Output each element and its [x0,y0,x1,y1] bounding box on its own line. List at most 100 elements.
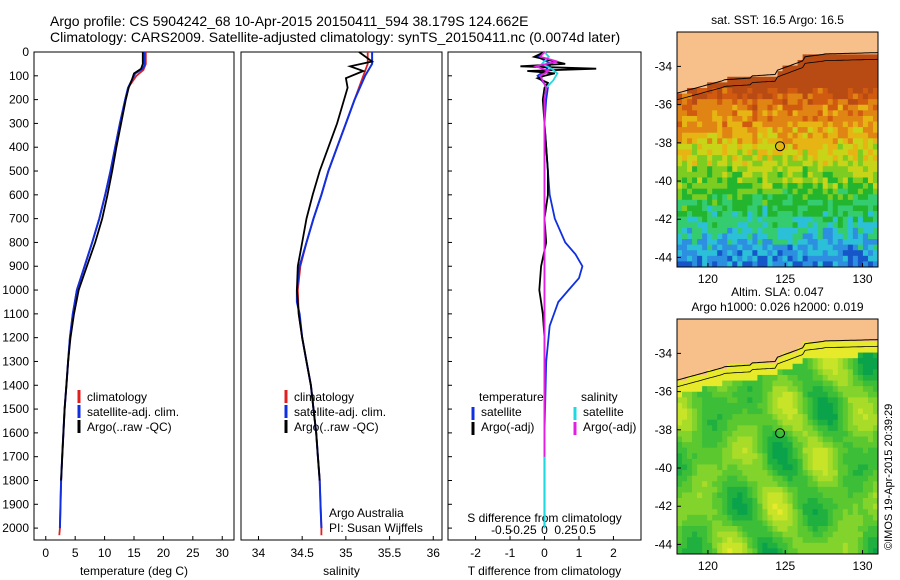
map-cell [682,239,688,246]
map-cell [697,503,703,510]
map-cell [842,37,849,44]
map-cell [822,358,829,365]
map-cell [847,402,854,410]
map-cell [822,188,829,195]
map-cell [787,205,794,212]
map-cell [682,324,688,331]
map-cell [797,414,804,421]
map-cell [702,166,708,173]
map-cell [827,82,834,89]
map-cell [872,319,878,326]
map-cell [872,509,878,516]
map-cell [757,138,764,145]
map-cell [827,104,834,111]
map-cell [867,430,874,438]
map-cell [862,32,869,39]
map-cell [777,188,784,195]
map-cell [782,520,789,527]
map-cell [727,99,733,106]
map-cell [802,166,809,173]
map-cell [832,183,839,190]
map-cell [762,244,769,251]
map-cell [762,227,769,235]
map-cell [687,199,693,207]
map-cell [867,374,874,382]
map-cell [757,402,764,410]
map-cell [797,166,804,173]
legend-label: satellite-adj. clim. [87,405,179,419]
map-cell [737,548,743,554]
map-cell [707,93,713,100]
map-cell [817,408,824,415]
map-cell [697,374,703,382]
map-cell [852,548,859,554]
map-cell [687,363,693,370]
map-cell [857,542,864,550]
map-cell [797,453,804,460]
map-cell [867,244,874,251]
map-cell [777,48,784,55]
map-cell [757,542,764,550]
map-cell [827,261,834,267]
map-cell [752,104,759,111]
map-cell [712,481,718,488]
map-cell [827,160,834,167]
map-cell [862,470,869,477]
map-cell [822,470,829,477]
map-cell [772,531,779,538]
map-cell [732,99,738,106]
map-cell [717,346,723,354]
map-cell [802,239,809,246]
map-cell [837,211,844,218]
map-cell [812,216,819,223]
map-cell [717,216,723,223]
map-cell [867,32,874,39]
map-cell [822,155,829,162]
map-cell [737,211,743,218]
map-cell [727,37,733,44]
map-cell [697,430,703,438]
map-cell [712,509,718,516]
map-cell [782,419,789,426]
map-cell [747,542,753,550]
map-cell [742,183,748,190]
map-cell [787,37,794,44]
map-cell [837,374,844,382]
map-cell [737,177,743,184]
map-cell [777,402,784,410]
map-cell [812,470,819,477]
map-cell [867,132,874,139]
map-cell [757,32,764,39]
map-cell [747,391,753,398]
map-cell [847,526,854,533]
map-cell [872,216,878,223]
map-cell [722,71,728,78]
map-cell [732,430,738,438]
map-cell [717,335,723,342]
map-cell [827,32,834,39]
map-cell [772,475,779,482]
map-cell [837,59,844,67]
x-tick-label: 36 [427,546,441,560]
map-cell [827,43,834,50]
map-cell [677,155,683,162]
map-cell [867,341,874,348]
map-cell [757,537,764,544]
map-cell [847,143,854,151]
map-cell [837,475,844,482]
map-cell [787,143,794,151]
map-cell [827,397,834,404]
map-cell [727,330,733,337]
map-cell [832,481,839,488]
map-cell [737,132,743,139]
map-cell [837,76,844,83]
map-cell [812,205,819,212]
map-cell [747,531,753,538]
map-cell [772,509,779,516]
map-cell [767,548,774,554]
map-cell [847,436,854,443]
map-cell [847,177,854,184]
map-cell [822,110,829,117]
map-cell [817,149,824,156]
